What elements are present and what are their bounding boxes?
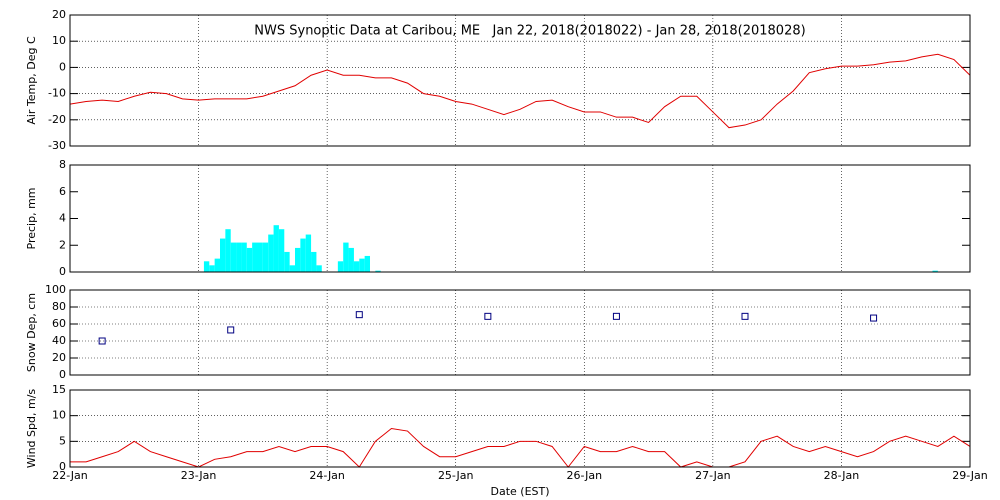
bar xyxy=(273,225,279,272)
y-axis-label: Air Temp, Deg C xyxy=(25,36,38,125)
bar xyxy=(289,265,295,272)
x-tick-label: 22-Jan xyxy=(52,469,88,482)
point xyxy=(355,311,363,319)
point xyxy=(870,314,878,322)
bar xyxy=(252,242,258,272)
bar xyxy=(220,238,226,272)
line xyxy=(70,427,971,468)
bar xyxy=(230,242,237,272)
x-tick-label: 25-Jan xyxy=(438,469,474,482)
bar xyxy=(236,242,242,272)
bar xyxy=(278,229,285,272)
y-tick-label: 15 xyxy=(52,383,66,396)
x-tick-label: 27-Jan xyxy=(695,469,731,482)
x-axis-label: Date (EST) xyxy=(490,485,549,498)
y-tick-label: 80 xyxy=(52,300,66,313)
bar xyxy=(284,251,290,272)
bar xyxy=(932,270,938,272)
y-tick-label: 6 xyxy=(59,185,66,198)
bar xyxy=(214,258,220,272)
y-tick-label: 10 xyxy=(52,409,66,422)
y-axis-label: Snow Dep, cm xyxy=(25,293,38,372)
bar xyxy=(359,258,365,272)
bar xyxy=(257,242,263,272)
bar xyxy=(343,242,349,272)
bar xyxy=(353,261,360,272)
plot-frame xyxy=(69,289,971,376)
x-tick-label: 28-Jan xyxy=(824,469,860,482)
x-tick-label: 23-Jan xyxy=(181,469,217,482)
x-tick-label: 29-Jan xyxy=(952,469,988,482)
bar xyxy=(311,251,317,272)
y-tick-label: 10 xyxy=(52,34,66,47)
plot-frame xyxy=(69,164,971,273)
plot-frame xyxy=(69,389,971,468)
y-axis-label: Wind Spd, m/s xyxy=(25,389,38,469)
x-tick-label: 24-Jan xyxy=(309,469,345,482)
bar xyxy=(225,229,231,272)
bar xyxy=(262,242,269,272)
y-tick-label: 20 xyxy=(52,351,66,364)
y-tick-label: 0 xyxy=(59,368,66,381)
y-tick-label: 20 xyxy=(52,8,66,21)
line xyxy=(69,53,971,129)
bar xyxy=(316,265,322,272)
y-tick-label: 0 xyxy=(59,460,66,473)
bar xyxy=(305,234,312,272)
y-tick-label: -20 xyxy=(48,113,66,126)
point xyxy=(741,312,749,320)
y-axis-label: Precip, mm xyxy=(25,188,38,250)
bar xyxy=(300,238,306,272)
chart-title: NWS Synoptic Data at Caribou, ME Jan 22,… xyxy=(254,24,805,39)
y-tick-label: -30 xyxy=(48,139,66,152)
x-tick-label: 26-Jan xyxy=(567,469,603,482)
bar xyxy=(295,247,301,272)
y-tick-label: 60 xyxy=(52,317,66,330)
point xyxy=(484,312,492,320)
y-tick-label: 5 xyxy=(59,434,66,447)
bar xyxy=(348,247,354,272)
y-tick-label: 0 xyxy=(59,60,66,73)
bar xyxy=(364,255,370,272)
bar xyxy=(246,247,253,272)
y-tick-label: 2 xyxy=(59,238,66,251)
bar xyxy=(209,265,215,272)
y-tick-label: 100 xyxy=(45,283,66,296)
y-tick-label: 8 xyxy=(59,158,66,171)
bar xyxy=(241,242,247,272)
point xyxy=(612,312,620,320)
bar xyxy=(337,261,344,272)
y-tick-label: 0 xyxy=(59,265,66,278)
y-tick-label: -10 xyxy=(48,87,66,100)
point xyxy=(227,326,235,334)
y-tick-label: 4 xyxy=(59,212,66,225)
bar xyxy=(203,261,210,272)
bar xyxy=(375,270,381,272)
bar xyxy=(268,234,274,272)
point xyxy=(98,337,106,345)
plot-frame xyxy=(69,14,971,147)
y-tick-label: 40 xyxy=(52,334,66,347)
